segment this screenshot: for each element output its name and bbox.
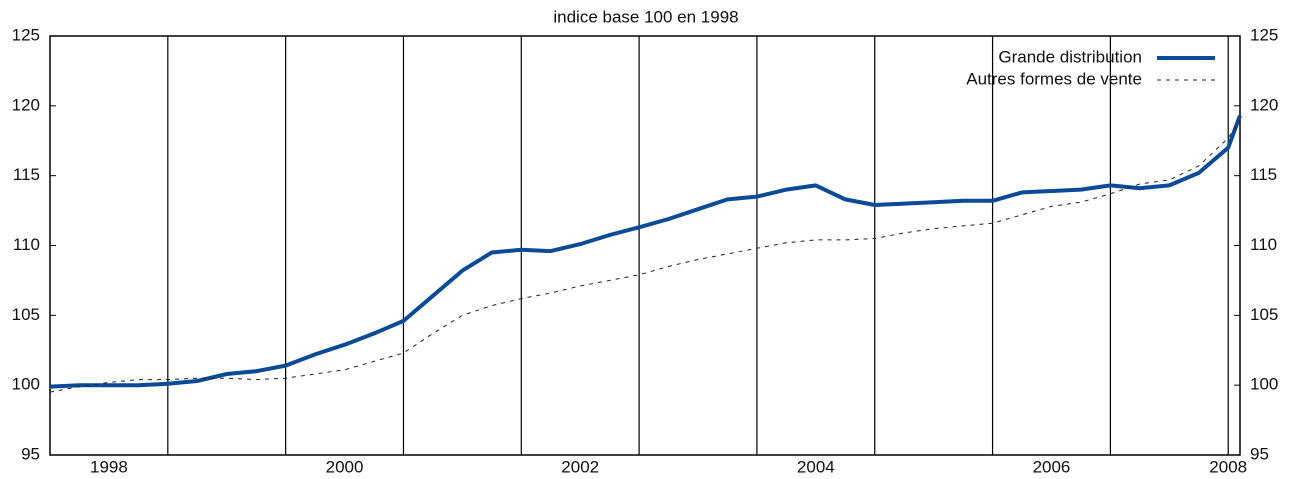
y2-tick-label: 120 bbox=[1250, 95, 1278, 114]
y2-tick-label: 105 bbox=[1250, 305, 1278, 324]
y-tick-label: 125 bbox=[12, 25, 40, 44]
series-line bbox=[49, 119, 1241, 393]
y2-tick-label: 95 bbox=[1250, 444, 1269, 463]
legend-label: Grande distribution bbox=[998, 47, 1142, 66]
y-tick-label: 105 bbox=[12, 305, 40, 324]
x-tick-label: 2004 bbox=[797, 457, 835, 476]
x-tick-label: 2006 bbox=[1033, 457, 1071, 476]
y2-tick-label: 110 bbox=[1250, 235, 1277, 254]
y-tick-label: 115 bbox=[13, 165, 40, 184]
x-tick-label: 2000 bbox=[326, 457, 364, 476]
chart-title: indice base 100 en 1998 bbox=[553, 7, 738, 26]
y2-tick-label: 100 bbox=[1250, 375, 1278, 394]
legend-label: Autres formes de vente bbox=[966, 69, 1142, 88]
y-tick-label: 120 bbox=[12, 95, 40, 114]
y2-tick-label: 125 bbox=[1250, 25, 1278, 44]
x-tick-label: 2002 bbox=[561, 457, 599, 476]
x-tick-label: 2008 bbox=[1209, 457, 1247, 476]
y2-tick-label: 115 bbox=[1250, 165, 1277, 184]
series-line bbox=[49, 114, 1242, 389]
y-tick-label: 100 bbox=[12, 375, 40, 394]
y-tick-label: 95 bbox=[21, 444, 40, 463]
y-tick-label: 110 bbox=[13, 235, 40, 254]
x-tick-label: 1998 bbox=[90, 457, 128, 476]
plot-frame bbox=[49, 35, 1241, 456]
